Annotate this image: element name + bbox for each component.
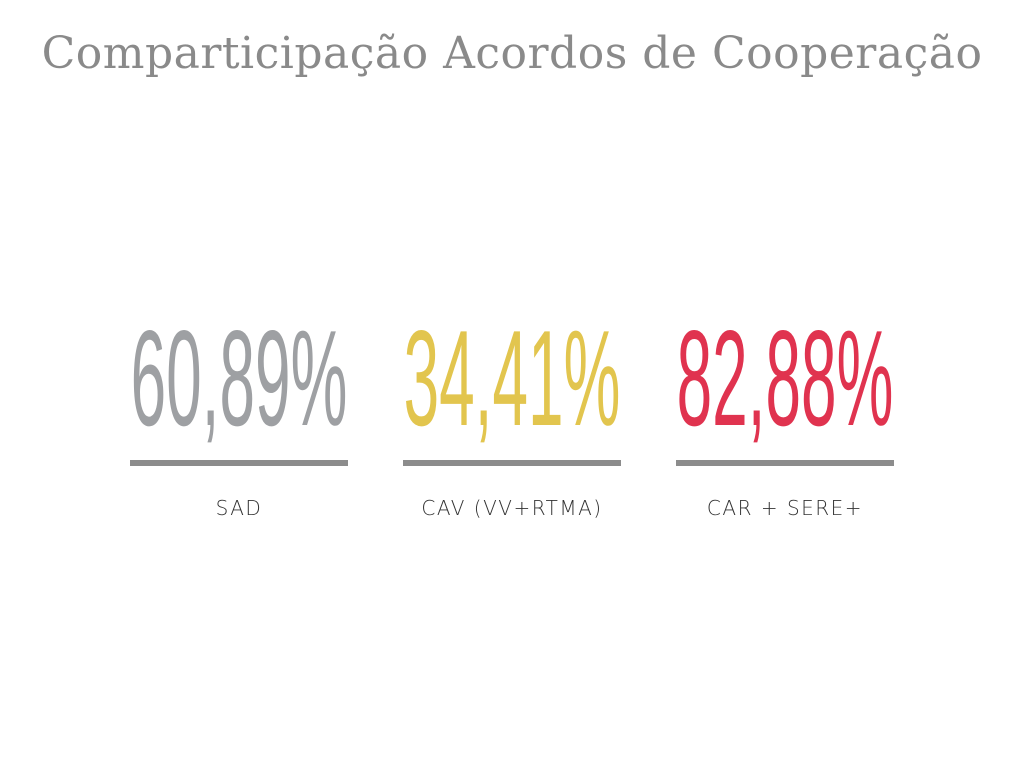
stat-label: CAR + SERE+ — [706, 496, 864, 520]
stat-cav: 34,41% CAV (VV+RTMA) — [403, 302, 621, 520]
stat-label: SAD — [215, 496, 263, 520]
stat-label: CAV (VV+RTMA) — [421, 496, 603, 520]
stat-value: 34,41% — [403, 302, 621, 454]
divider — [676, 460, 894, 466]
slide-title: Comparticipação Acordos de Cooperação — [41, 28, 983, 79]
stat-car: 82,88% CAR + SERE+ — [676, 302, 894, 520]
divider — [403, 460, 621, 466]
stat-value: 82,88% — [676, 302, 894, 454]
stat-sad: 60,89% SAD — [130, 302, 348, 520]
stat-value: 60,89% — [130, 302, 348, 454]
divider — [130, 460, 348, 466]
